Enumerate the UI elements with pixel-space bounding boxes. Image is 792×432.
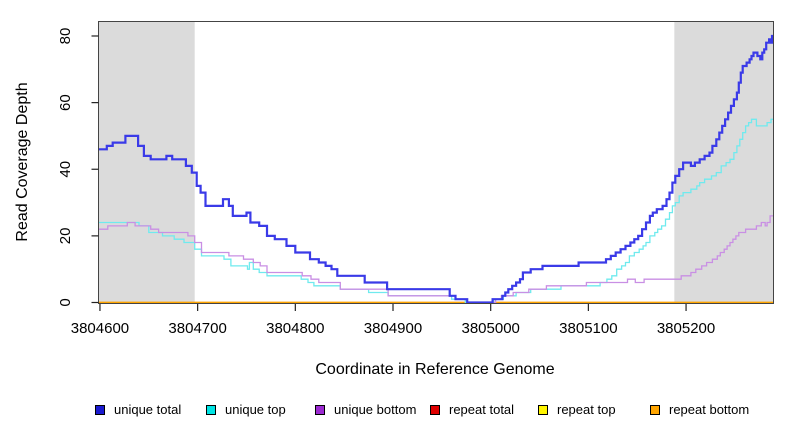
legend-swatch-icon bbox=[650, 405, 660, 415]
y-tick-label: 0 bbox=[57, 298, 74, 306]
legend-item-label: repeat total bbox=[449, 402, 515, 417]
legend-item-repeat-top: repeat top bbox=[538, 402, 616, 418]
series-lines bbox=[98, 34, 774, 304]
x-tick-label: 3805100 bbox=[559, 320, 617, 337]
y-tick-label: 40 bbox=[57, 161, 74, 178]
plot-svg: 3804600 3804700 3804800 3804900 3805000 38051… bbox=[14, 21, 774, 378]
series-line-unique-top bbox=[98, 118, 773, 304]
axes bbox=[98, 21, 774, 304]
x-tick-label: 3804900 bbox=[364, 320, 422, 337]
legend-item-unique-bottom: unique bottom bbox=[315, 402, 416, 418]
legend-swatch-icon bbox=[430, 405, 440, 415]
legend-item-label: unique top bbox=[225, 402, 286, 417]
x-tick-label: 3805200 bbox=[657, 320, 715, 337]
legend-item-unique-top: unique top bbox=[206, 402, 286, 418]
legend-item-label: unique bottom bbox=[334, 402, 417, 417]
legend-item-repeat-bottom: repeat bottom bbox=[650, 402, 749, 418]
series-line-unique-total bbox=[98, 34, 774, 304]
legend-swatch-icon bbox=[95, 405, 105, 415]
repeat-region-bands bbox=[98, 21, 773, 304]
legend-item-label: repeat bottom bbox=[669, 402, 750, 417]
y-tick-label: 60 bbox=[57, 94, 74, 111]
series-line-unique-bottom bbox=[98, 215, 773, 304]
x-tick-label: 3805000 bbox=[461, 320, 519, 337]
x-tick-label: 3804600 bbox=[71, 320, 129, 337]
plot-border bbox=[98, 21, 774, 304]
y-tick-label: 80 bbox=[57, 28, 74, 45]
x-axis-title: Coordinate in Reference Genome bbox=[315, 361, 554, 378]
y-axis-title: Read Coverage Depth bbox=[14, 82, 31, 241]
legend: unique total unique top unique bottom repea… bbox=[0, 398, 792, 424]
legend-item-unique-total: unique total bbox=[95, 402, 181, 418]
legend-item-label: repeat top bbox=[557, 402, 616, 417]
legend-item-label: unique total bbox=[114, 402, 182, 417]
legend-swatch-icon bbox=[206, 405, 216, 415]
legend-swatch-icon bbox=[538, 405, 548, 415]
legend-swatch-icon bbox=[315, 405, 325, 415]
x-tick-label: 3804800 bbox=[266, 320, 324, 337]
tick-marks bbox=[91, 35, 687, 311]
x-tick-label: 3804700 bbox=[168, 320, 226, 337]
legend-item-repeat-total: repeat total bbox=[430, 402, 514, 418]
tick-labels: 3804600 3804700 3804800 3804900 3805000 38051… bbox=[57, 28, 715, 337]
left-repeat-band bbox=[98, 21, 195, 304]
y-tick-label: 20 bbox=[57, 228, 74, 245]
